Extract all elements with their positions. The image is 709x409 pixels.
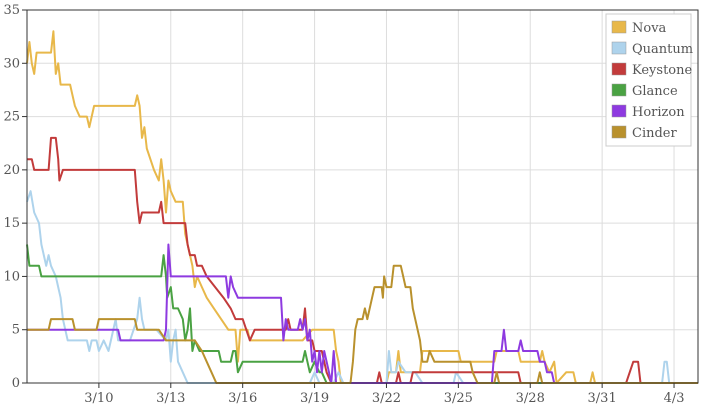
- y-tick-label: 35: [3, 3, 20, 18]
- x-tick-label: 3/28: [516, 391, 545, 406]
- legend-swatch-nova: [611, 20, 627, 34]
- series-line-keystone: [27, 136, 698, 384]
- legend-swatch-horizon: [611, 104, 627, 118]
- series-line-glance: [26, 244, 698, 384]
- y-tick-label: 25: [3, 110, 20, 125]
- x-tick-label: 3/10: [84, 391, 113, 406]
- legend-swatch-keystone: [611, 62, 627, 76]
- series-layer: [26, 30, 698, 384]
- legend-box: [605, 13, 692, 147]
- grid-lines: [27, 9, 698, 384]
- series-line-nova: [26, 30, 698, 384]
- x-tick-label: 3/31: [588, 391, 617, 406]
- legend-label-glance: Glance: [632, 84, 678, 99]
- series-line-quantum: [26, 190, 698, 384]
- axes: [26, 9, 699, 384]
- x-tick-label: 3/22: [372, 391, 401, 406]
- legend: Nova Quantum Keystone Glance Horizon Cinder: [605, 13, 693, 147]
- legend-label-horizon: Horizon: [632, 105, 685, 120]
- legend-label-quantum: Quantum: [632, 42, 693, 57]
- y-axis-ticks: 0 5 10 15 20 25 30 35: [3, 3, 27, 391]
- y-tick-label: 5: [12, 323, 20, 338]
- y-tick-label: 15: [3, 216, 20, 231]
- legend-swatch-glance: [611, 83, 627, 97]
- x-tick-label: 3/25: [444, 391, 473, 406]
- y-tick-label: 0: [12, 376, 20, 391]
- x-tick-label: 4/3: [664, 391, 685, 406]
- x-tick-label: 3/13: [156, 391, 185, 406]
- legend-label-cinder: Cinder: [632, 126, 677, 141]
- plot-frame: [26, 9, 699, 384]
- legend-swatch-quantum: [611, 41, 627, 55]
- series-line-horizon: [27, 243, 698, 384]
- legend-label-nova: Nova: [632, 21, 667, 36]
- series-line-cinder: [27, 264, 698, 384]
- legend-swatch-cinder: [611, 125, 627, 139]
- x-axis-ticks: 3/10 3/13 3/16 3/19 3/22 3/25 3/28 3/31 4/3: [84, 383, 684, 406]
- y-tick-label: 20: [3, 163, 20, 178]
- y-tick-label: 10: [3, 269, 20, 284]
- x-tick-label: 3/19: [300, 391, 329, 406]
- legend-label-keystone: Keystone: [632, 63, 692, 78]
- y-tick-label: 30: [3, 56, 20, 71]
- x-tick-label: 3/16: [228, 391, 257, 406]
